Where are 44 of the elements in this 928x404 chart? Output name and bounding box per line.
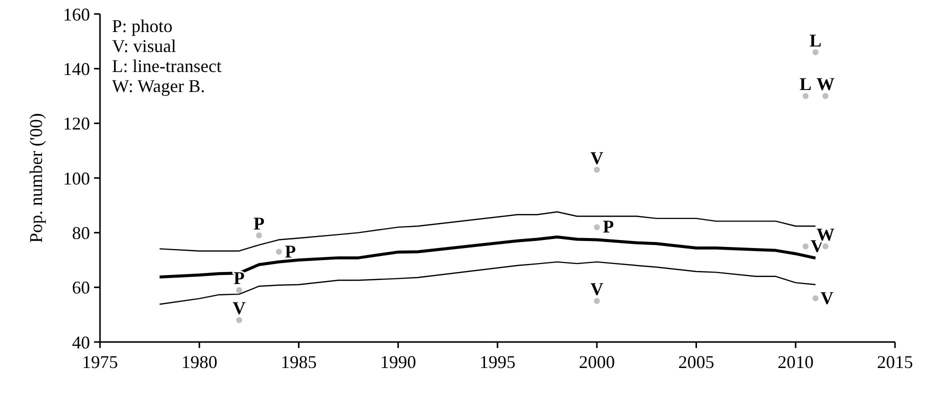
point (276, 248, 282, 255)
point (236, 317, 242, 324)
x-tick-label: 2010 (778, 352, 814, 372)
data-label: P (284, 241, 296, 262)
y-tick-label: 40 (72, 332, 90, 352)
annotation: V: visual (112, 36, 176, 56)
x-tick-label: 1990 (380, 352, 416, 372)
point (812, 295, 818, 302)
annotation: L: line-transect (112, 56, 222, 76)
data-label: L (800, 74, 812, 94)
data-label: V (590, 279, 604, 299)
x-tick-label: 2000 (578, 352, 615, 372)
point (594, 298, 600, 304)
data-label: V (232, 298, 246, 318)
point (822, 93, 828, 99)
point (236, 287, 242, 294)
x-tick-label: 1975 (82, 352, 118, 372)
data-label: P (254, 213, 264, 234)
annotation: P: photo (112, 16, 173, 36)
data-label: L (809, 30, 822, 50)
y-tick-label: 80 (72, 222, 90, 243)
data-label: V (820, 288, 834, 308)
x-tick-label: 2005 (678, 352, 714, 372)
y-tick-label: 120 (63, 114, 90, 134)
y-tick-label: 140 (63, 58, 90, 79)
x-tick-label: 1995 (480, 352, 516, 372)
point (802, 93, 809, 99)
point (822, 243, 828, 250)
point (256, 232, 262, 238)
point (812, 49, 818, 56)
point (594, 166, 600, 173)
x-tick-label: 1985 (280, 352, 317, 372)
y-axis-title: Pop. number ('00) (26, 113, 46, 243)
point (802, 243, 809, 250)
data-label: W (816, 74, 834, 94)
x-tick-label: 1980 (181, 352, 218, 372)
annotation: W: Wager B. (112, 76, 206, 96)
data-label: V (590, 148, 604, 168)
point (594, 224, 600, 230)
y-tick-label: 160 (63, 4, 90, 24)
x-tick-label: 2015 (877, 352, 913, 372)
data-label: P (602, 216, 614, 237)
y-tick-label: 60 (72, 278, 90, 298)
y-tick-label: 100 (63, 168, 90, 188)
